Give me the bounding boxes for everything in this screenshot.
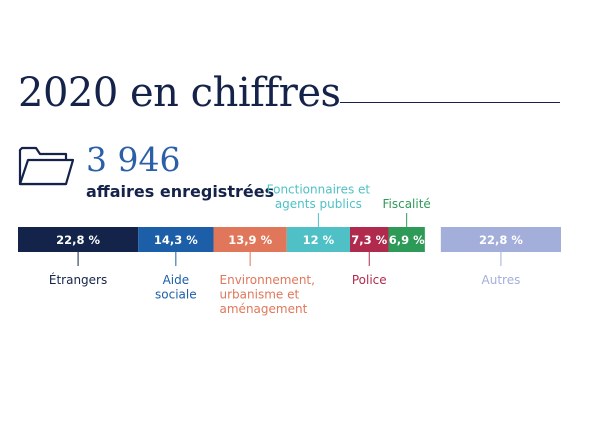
- bar-segment-police: [350, 227, 389, 252]
- category-label-police: Police: [352, 273, 387, 287]
- bar-segment-environnement-urbanisme-et-amenagement: [213, 227, 287, 252]
- bar-segment-aide-sociale: [138, 227, 214, 252]
- category-label-fonctionnaires-et-agents-publics: agents publics: [275, 197, 362, 211]
- category-label-aide-sociale: Aide: [163, 273, 190, 287]
- category-label-aide-sociale: sociale: [155, 288, 197, 302]
- value-label-police: 7,3 %: [351, 233, 387, 247]
- value-label-fonctionnaires-et-agents-publics: 12 %: [303, 233, 335, 247]
- page-title: 2020 en chiffres: [18, 70, 341, 116]
- category-label-environnement-urbanisme-et-amenagement: aménagement: [220, 302, 308, 316]
- value-label-autres: 22,8 %: [479, 233, 523, 247]
- value-label-environnement-urbanisme-et-amenagement: 13,9 %: [228, 233, 272, 247]
- category-label-environnement-urbanisme-et-amenagement: urbanisme et: [220, 288, 300, 302]
- category-label-fonctionnaires-et-agents-publics: Fonctionnaires et: [267, 183, 371, 197]
- category-label-fiscalite: Fiscalité: [382, 197, 430, 211]
- category-label-environnement-urbanisme-et-amenagement: Environnement,: [220, 273, 315, 287]
- bar-segment-fonctionnaires-et-agents-publics: [286, 227, 351, 252]
- value-label-fiscalite: 6,9 %: [389, 233, 425, 247]
- category-label-etrangers: Étrangers: [49, 272, 107, 287]
- category-label-autres: Autres: [482, 273, 521, 287]
- case-count: 3 946: [86, 140, 181, 179]
- value-label-aide-sociale: 14,3 %: [154, 233, 198, 247]
- case-count-label: affaires enregistrées: [86, 182, 275, 201]
- bar-segment-etrangers: [18, 227, 139, 252]
- value-label-etrangers: 22,8 %: [56, 233, 100, 247]
- folder-icon: [18, 146, 74, 186]
- title-divider: [340, 102, 560, 103]
- bar-segment-fiscalite: [388, 227, 425, 252]
- bar-segment-autres: [440, 227, 561, 252]
